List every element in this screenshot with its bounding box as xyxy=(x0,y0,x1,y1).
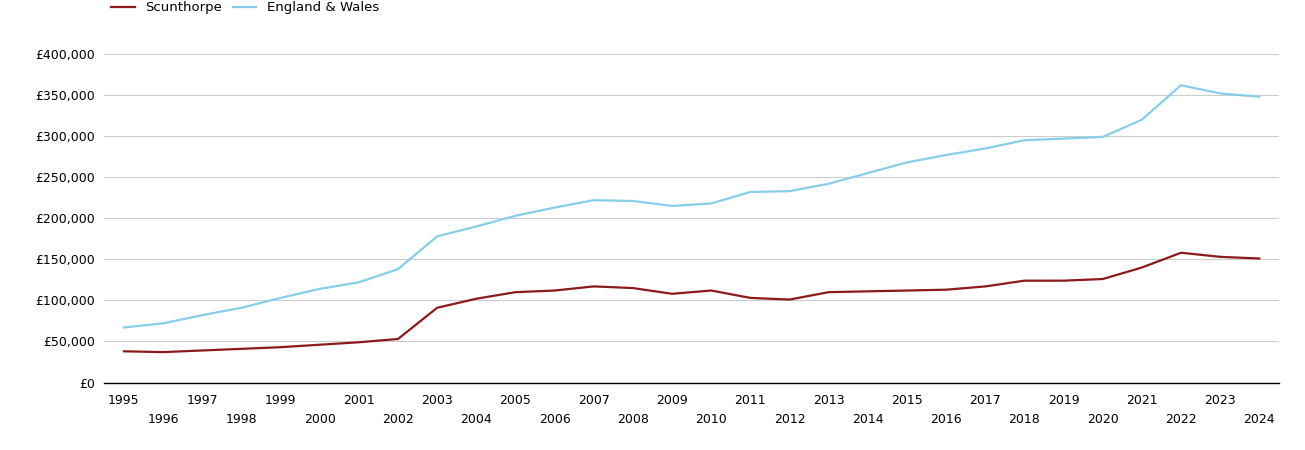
Text: 2001: 2001 xyxy=(343,394,375,407)
England & Wales xyxy=(508,213,523,219)
Scunthorpe xyxy=(234,346,249,351)
Scunthorpe xyxy=(625,285,641,291)
England & Wales xyxy=(899,160,915,165)
Text: 2018: 2018 xyxy=(1009,413,1040,426)
England & Wales xyxy=(194,312,210,318)
England & Wales xyxy=(586,198,602,203)
Scunthorpe xyxy=(938,287,954,292)
England & Wales xyxy=(1173,82,1189,88)
Text: 2002: 2002 xyxy=(382,413,414,426)
Text: 2006: 2006 xyxy=(539,413,570,426)
Scunthorpe xyxy=(860,288,876,294)
Scunthorpe xyxy=(1017,278,1032,284)
Text: 2003: 2003 xyxy=(422,394,453,407)
England & Wales xyxy=(664,203,680,209)
Text: 1997: 1997 xyxy=(187,394,218,407)
Text: 2010: 2010 xyxy=(696,413,727,426)
Scunthorpe xyxy=(821,289,837,295)
Text: 2016: 2016 xyxy=(930,413,962,426)
England & Wales xyxy=(429,234,445,239)
Text: 2022: 2022 xyxy=(1165,413,1197,426)
Text: 2015: 2015 xyxy=(891,394,923,407)
England & Wales xyxy=(1017,138,1032,143)
Text: 2023: 2023 xyxy=(1205,394,1236,407)
Scunthorpe xyxy=(508,289,523,295)
England & Wales xyxy=(312,286,328,292)
England & Wales xyxy=(938,152,954,158)
England & Wales xyxy=(1212,91,1228,96)
Text: 2014: 2014 xyxy=(852,413,883,426)
Text: 2012: 2012 xyxy=(774,413,805,426)
England & Wales xyxy=(1095,134,1111,140)
Line: England & Wales: England & Wales xyxy=(124,85,1259,328)
Scunthorpe xyxy=(664,291,680,297)
Text: 2013: 2013 xyxy=(813,394,844,407)
Legend: Scunthorpe, England & Wales: Scunthorpe, England & Wales xyxy=(111,1,380,14)
Text: 2020: 2020 xyxy=(1087,413,1118,426)
England & Wales xyxy=(468,224,484,229)
Scunthorpe xyxy=(468,296,484,302)
Scunthorpe xyxy=(429,305,445,310)
Text: 2021: 2021 xyxy=(1126,394,1158,407)
Text: 1998: 1998 xyxy=(226,413,257,426)
Scunthorpe xyxy=(547,288,562,293)
Text: 2017: 2017 xyxy=(970,394,1001,407)
England & Wales xyxy=(1134,117,1150,122)
Scunthorpe xyxy=(312,342,328,347)
Scunthorpe xyxy=(1251,256,1267,261)
England & Wales xyxy=(273,295,288,301)
England & Wales xyxy=(390,266,406,272)
Text: 2019: 2019 xyxy=(1048,394,1079,407)
Scunthorpe xyxy=(899,288,915,293)
England & Wales xyxy=(116,325,132,330)
Text: 2000: 2000 xyxy=(304,413,335,426)
Text: 2004: 2004 xyxy=(461,413,492,426)
Text: 1999: 1999 xyxy=(265,394,296,407)
Scunthorpe xyxy=(743,295,758,301)
England & Wales xyxy=(547,205,562,210)
Scunthorpe xyxy=(273,345,288,350)
Text: 2005: 2005 xyxy=(500,394,531,407)
Scunthorpe xyxy=(390,336,406,342)
Text: 2008: 2008 xyxy=(617,413,649,426)
Text: 2007: 2007 xyxy=(578,394,609,407)
Scunthorpe xyxy=(586,284,602,289)
Text: 2024: 2024 xyxy=(1244,413,1275,426)
England & Wales xyxy=(1056,136,1071,141)
England & Wales xyxy=(351,279,367,285)
England & Wales xyxy=(860,171,876,176)
Scunthorpe xyxy=(977,284,993,289)
Line: Scunthorpe: Scunthorpe xyxy=(124,253,1259,352)
England & Wales xyxy=(703,201,719,206)
Scunthorpe xyxy=(155,349,171,355)
Scunthorpe xyxy=(1173,250,1189,256)
England & Wales xyxy=(625,198,641,204)
Scunthorpe xyxy=(703,288,719,293)
England & Wales xyxy=(155,321,171,326)
Scunthorpe xyxy=(1212,254,1228,260)
Scunthorpe xyxy=(1134,265,1150,270)
Scunthorpe xyxy=(194,348,210,353)
England & Wales xyxy=(234,305,249,310)
Text: 2009: 2009 xyxy=(656,394,688,407)
Scunthorpe xyxy=(351,340,367,345)
Scunthorpe xyxy=(116,349,132,354)
Scunthorpe xyxy=(1056,278,1071,284)
Scunthorpe xyxy=(782,297,797,302)
England & Wales xyxy=(1251,94,1267,99)
Text: 2011: 2011 xyxy=(735,394,766,407)
England & Wales xyxy=(977,146,993,151)
England & Wales xyxy=(743,189,758,195)
Scunthorpe xyxy=(1095,276,1111,282)
Text: 1996: 1996 xyxy=(147,413,179,426)
England & Wales xyxy=(821,181,837,186)
England & Wales xyxy=(782,189,797,194)
Text: 1995: 1995 xyxy=(108,394,140,407)
